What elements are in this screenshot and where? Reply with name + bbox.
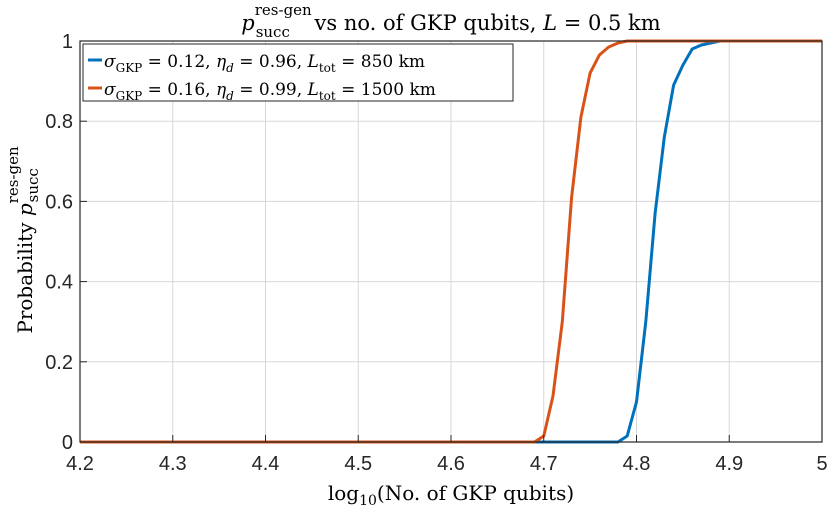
title-L: L — [542, 11, 557, 35]
title-rest: vs no. of GKP qubits, — [308, 11, 543, 35]
y-tick-label: 0.8 — [45, 111, 73, 133]
xlabel-base: 10 — [359, 493, 377, 509]
x-tick-label: 4.4 — [252, 453, 280, 475]
x-tick-label: 4.9 — [715, 453, 743, 475]
y-tick-label: 0.2 — [45, 352, 73, 374]
xlabel-rest: (No. of GKP qubits) — [377, 481, 574, 505]
y-tick-label: 0.4 — [45, 272, 73, 294]
y-tick-label: 1 — [62, 31, 73, 53]
title-sub: succ — [256, 23, 290, 41]
legend-label-series-2: σGKP = 0.16, ηd = 0.99, Ltot = 1500 km — [104, 80, 436, 103]
x-tick-label: 4.5 — [344, 453, 372, 475]
y-ticks: 0 0.2 0.4 0.6 0.8 1 — [45, 31, 87, 454]
x-tick-label: 4.2 — [66, 453, 94, 475]
ylabel-symbol: p — [13, 203, 37, 216]
x-tick-label: 4.3 — [159, 453, 187, 475]
x-tick-label: 5 — [816, 453, 827, 475]
legend-label-series-1: σGKP = 0.12, ηd = 0.96, Ltot = 850 km — [104, 52, 425, 75]
title-sup: res-gen — [255, 1, 312, 19]
title-eq: = 0.5 km — [557, 11, 661, 35]
legend: σGKP = 0.12, ηd = 0.96, Ltot = 850 km σG… — [82, 43, 514, 103]
x-tick-label: 4.8 — [623, 453, 651, 475]
x-tick-label: 4.6 — [437, 453, 465, 475]
x-ticks: 4.2 4.3 4.4 4.5 4.6 4.7 4.8 4.9 5 — [66, 435, 828, 475]
ylabel-word: Probability — [13, 216, 37, 333]
y-tick-label: 0 — [62, 432, 73, 454]
y-axis-label: Probability pres-gen succ — [4, 146, 42, 334]
x-axis-label: log10(No. of GKP qubits) — [328, 481, 574, 509]
title-symbol: p — [241, 11, 254, 35]
legend-box — [82, 43, 514, 102]
xlabel-log: log — [328, 481, 359, 505]
x-tick-label: 4.7 — [530, 453, 558, 475]
ylabel-sub: succ — [24, 168, 42, 202]
chart-title: pres-gen succ vs no. of GKP qubits, L = 0… — [241, 1, 660, 41]
ylabel-sup: res-gen — [4, 146, 22, 203]
y-tick-label: 0.6 — [45, 191, 73, 213]
